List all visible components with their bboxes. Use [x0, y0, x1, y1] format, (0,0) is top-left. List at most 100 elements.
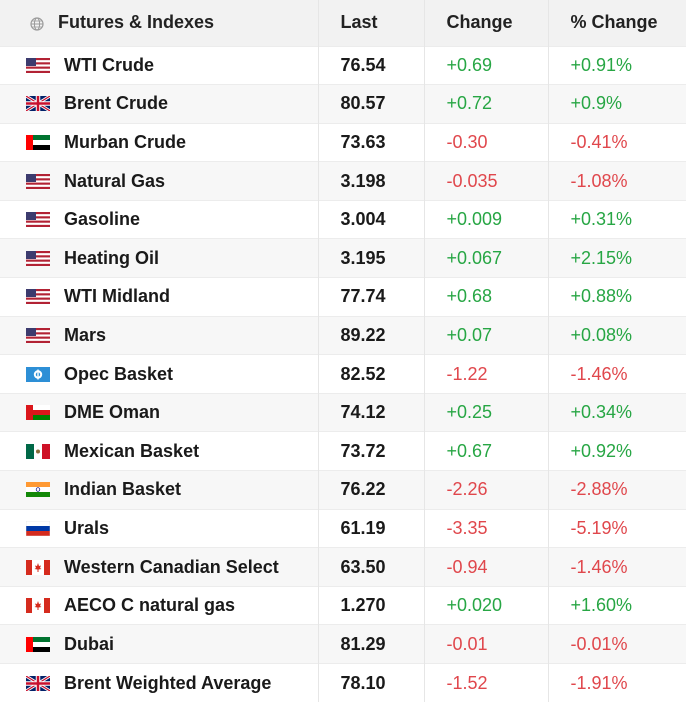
row-name[interactable]: Gasoline	[64, 209, 141, 230]
row-name[interactable]: Natural Gas	[64, 170, 166, 191]
row-pct-change: +0.92%	[548, 431, 686, 471]
row-pct-change: -1.46%	[548, 354, 686, 394]
row-pct-change: -2.88%	[548, 470, 686, 510]
row-change: +0.68	[424, 277, 549, 317]
row-name-cell[interactable]: Natural Gas	[0, 161, 319, 201]
row-pct-change: -1.46%	[548, 547, 686, 587]
row-name[interactable]: WTI Midland	[64, 286, 170, 307]
table-row[interactable]: Western Canadian Select 63.50 -0.94 -1.4…	[0, 547, 686, 587]
us-flag-icon	[26, 289, 50, 305]
table-row[interactable]: Opec Basket 82.52 -1.22 -1.46%	[0, 354, 686, 394]
row-name-wrap: AECO C natural gas	[26, 595, 318, 616]
row-name-wrap: Murban Crude	[26, 132, 318, 153]
row-name[interactable]: Heating Oil	[64, 247, 160, 268]
table-row[interactable]: Heating Oil 3.195 +0.067 +2.15%	[0, 238, 686, 278]
row-name[interactable]: Urals	[64, 517, 110, 538]
row-name[interactable]: Brent Crude	[64, 93, 169, 114]
row-name-cell[interactable]: AECO C natural gas	[0, 585, 319, 625]
row-change: +0.067	[424, 238, 549, 278]
row-name-cell[interactable]: Mars	[0, 315, 319, 355]
row-name-wrap: Brent Crude	[26, 93, 318, 114]
row-pct-change: +0.9%	[548, 84, 686, 124]
table-row[interactable]: Brent Weighted Average 78.10 -1.52 -1.91…	[0, 663, 686, 702]
uk-flag-icon	[26, 96, 50, 112]
header-name[interactable]: Futures & Indexes	[0, 0, 319, 46]
row-name[interactable]: Western Canadian Select	[64, 556, 279, 577]
row-change: +0.25	[424, 392, 549, 432]
row-name-wrap: Gasoline	[26, 209, 318, 230]
row-name-cell[interactable]: Gasoline	[0, 199, 319, 239]
header-pct-change[interactable]: % Change	[570, 12, 658, 33]
row-name[interactable]: Murban Crude	[64, 131, 187, 152]
row-last: 61.19	[318, 508, 425, 548]
row-name[interactable]: Dubai	[64, 633, 115, 654]
table-row[interactable]: Brent Crude 80.57 +0.72 +0.9%	[0, 84, 686, 124]
table-row[interactable]: Urals 61.19 -3.35 -5.19%	[0, 508, 686, 548]
row-name-wrap: WTI Crude	[26, 55, 318, 76]
row-name-wrap: Urals	[26, 518, 318, 539]
canada-flag-icon	[26, 598, 50, 614]
row-pct-change: -5.19%	[548, 508, 686, 548]
globe-icon	[30, 16, 44, 31]
row-name-cell[interactable]: Opec Basket	[0, 354, 319, 394]
row-last: 89.22	[318, 315, 425, 355]
table-header-row: Futures & Indexes Last Change % Change	[0, 0, 686, 46]
row-name[interactable]: DME Oman	[64, 402, 161, 423]
table-row[interactable]: Murban Crude 73.63 -0.30 -0.41%	[0, 122, 686, 162]
row-last: 76.54	[318, 45, 425, 85]
table-row[interactable]: Indian Basket 76.22 -2.26 -2.88%	[0, 470, 686, 510]
row-change: +0.69	[424, 45, 549, 85]
table-row[interactable]: WTI Midland 77.74 +0.68 +0.88%	[0, 277, 686, 317]
row-name-wrap: Indian Basket	[26, 479, 318, 500]
row-last: 82.52	[318, 354, 425, 394]
table-row[interactable]: Dubai 81.29 -0.01 -0.01%	[0, 624, 686, 664]
header-last[interactable]: Last	[318, 0, 425, 46]
table-row[interactable]: WTI Crude 76.54 +0.69 +0.91%	[0, 45, 686, 85]
uk-flag-icon	[26, 675, 50, 691]
row-name-cell[interactable]: DME Oman	[0, 392, 319, 432]
row-name-wrap: Mexican Basket	[26, 441, 318, 462]
row-name[interactable]: Opec Basket	[64, 363, 174, 384]
row-name-cell[interactable]: Murban Crude	[0, 122, 319, 162]
table-row[interactable]: Mars 89.22 +0.07 +0.08%	[0, 315, 686, 355]
row-name[interactable]: Brent Weighted Average	[64, 672, 272, 693]
row-name-wrap: Dubai	[26, 634, 318, 655]
row-name-cell[interactable]: Indian Basket	[0, 470, 319, 510]
row-pct-change: -1.91%	[548, 663, 686, 702]
table-row[interactable]: Natural Gas 3.198 -0.035 -1.08%	[0, 161, 686, 201]
table-row[interactable]: AECO C natural gas 1.270 +0.020 +1.60%	[0, 585, 686, 625]
row-last: 74.12	[318, 392, 425, 432]
row-name-wrap: WTI Midland	[26, 286, 318, 307]
row-last: 73.63	[318, 122, 425, 162]
us-flag-icon	[26, 57, 50, 73]
oman-flag-icon	[26, 405, 50, 421]
row-name-cell[interactable]: Heating Oil	[0, 238, 319, 278]
row-last: 78.10	[318, 663, 425, 702]
mexico-flag-icon	[26, 443, 50, 459]
row-name-cell[interactable]: WTI Midland	[0, 277, 319, 317]
row-name[interactable]: Mars	[64, 324, 107, 345]
row-name-cell[interactable]: WTI Crude	[0, 45, 319, 85]
row-change: -1.22	[424, 354, 549, 394]
row-name-cell[interactable]: Brent Weighted Average	[0, 663, 319, 702]
row-name-cell[interactable]: Dubai	[0, 624, 319, 664]
row-name[interactable]: Mexican Basket	[64, 440, 200, 461]
row-name-wrap: Heating Oil	[26, 248, 318, 269]
row-name-cell[interactable]: Urals	[0, 508, 319, 548]
table-row[interactable]: Gasoline 3.004 +0.009 +0.31%	[0, 199, 686, 239]
row-pct-change: +1.60%	[548, 585, 686, 625]
row-name-cell[interactable]: Brent Crude	[0, 84, 319, 124]
row-change: -3.35	[424, 508, 549, 548]
row-name-cell[interactable]: Mexican Basket	[0, 431, 319, 471]
row-change: +0.07	[424, 315, 549, 355]
row-name[interactable]: WTI Crude	[64, 54, 154, 75]
row-name-wrap: Opec Basket	[26, 364, 318, 385]
header-change[interactable]: Change	[424, 0, 549, 46]
row-name-cell[interactable]: Western Canadian Select	[0, 547, 319, 587]
table-row[interactable]: Mexican Basket 73.72 +0.67 +0.92%	[0, 431, 686, 471]
table-row[interactable]: DME Oman 74.12 +0.25 +0.34%	[0, 392, 686, 432]
row-name[interactable]: Indian Basket	[64, 479, 182, 500]
row-pct-change: -0.01%	[548, 624, 686, 664]
row-name[interactable]: AECO C natural gas	[64, 595, 236, 616]
row-pct-change: +0.34%	[548, 392, 686, 432]
